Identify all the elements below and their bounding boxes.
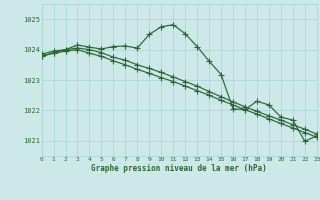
X-axis label: Graphe pression niveau de la mer (hPa): Graphe pression niveau de la mer (hPa): [91, 164, 267, 173]
